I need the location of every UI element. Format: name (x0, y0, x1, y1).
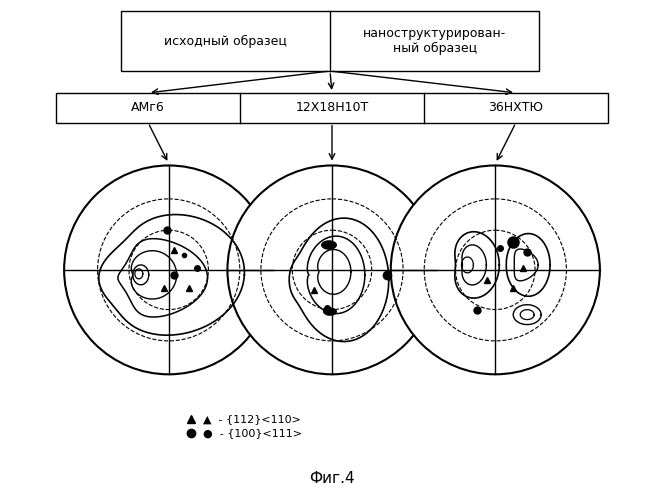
Circle shape (228, 166, 436, 374)
Circle shape (390, 166, 600, 374)
Polygon shape (326, 310, 334, 314)
Text: АМг6: АМг6 (131, 102, 165, 114)
Circle shape (64, 166, 274, 374)
Text: 12Х18Н10Т: 12Х18Н10Т (295, 102, 369, 114)
Polygon shape (323, 308, 337, 316)
Polygon shape (321, 240, 337, 250)
Text: 36НХТЮ: 36НХТЮ (489, 102, 543, 114)
Text: Фиг.4: Фиг.4 (309, 471, 355, 486)
Text: наноструктурирован-
ный образец: наноструктурирован- ный образец (363, 27, 506, 55)
Polygon shape (324, 242, 334, 248)
Text: ▲  - {112}<110>: ▲ - {112}<110> (203, 414, 300, 424)
Bar (121, 12, 539, 71)
Bar (56, 93, 608, 122)
Polygon shape (326, 243, 332, 247)
Text: ●  - {100}<111>: ● - {100}<111> (203, 428, 301, 438)
Text: исходный образец: исходный образец (164, 34, 287, 48)
